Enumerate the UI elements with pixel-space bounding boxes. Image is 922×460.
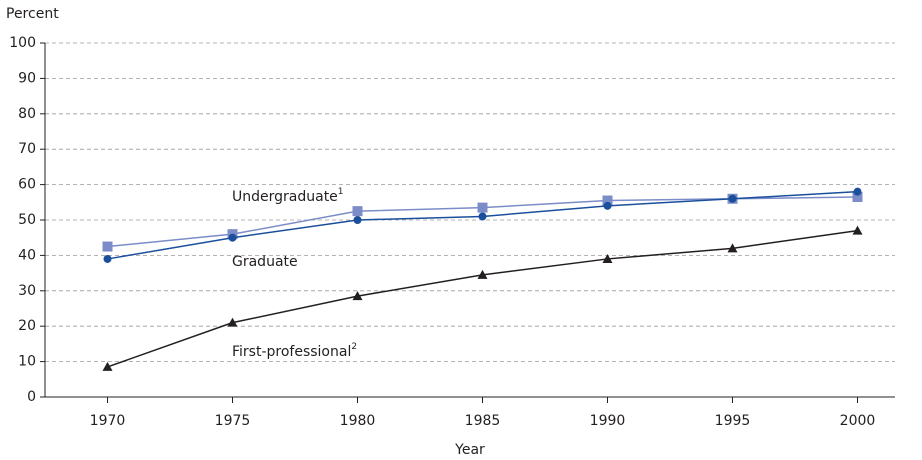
series-name: Undergraduate [232, 189, 338, 205]
y-tick-label: 0 [27, 389, 36, 405]
x-tick-label: 1995 [715, 413, 751, 429]
y-tick-label: 60 [18, 177, 36, 193]
series-label: Undergraduate1 [232, 187, 344, 206]
marker [103, 254, 112, 263]
x-tick-label: 2000 [840, 413, 876, 429]
series-line [107, 229, 858, 368]
y-tick-label: 30 [18, 283, 36, 299]
series-name: Graduate [232, 254, 298, 270]
series-label: First-professional2 [232, 342, 357, 361]
footnote: 2 [351, 342, 357, 352]
y-tick-label: 40 [18, 247, 36, 263]
y-tick-label: 20 [18, 318, 36, 334]
series-line [107, 190, 858, 260]
marker [228, 233, 237, 242]
series-label: Graduate [232, 254, 298, 270]
footnote: 1 [338, 187, 344, 197]
marker [853, 187, 862, 196]
y-axis-label: Percent [6, 6, 59, 22]
y-tick-label: 100 [9, 35, 36, 51]
x-tick-label: 1970 [90, 413, 126, 429]
y-tick-label: 90 [18, 70, 36, 86]
x-tick-label: 1975 [215, 413, 251, 429]
x-tick-label: 1985 [465, 413, 501, 429]
marker [728, 194, 737, 203]
marker [852, 225, 863, 235]
marker [602, 253, 613, 263]
y-tick-label: 50 [18, 212, 36, 228]
marker [478, 212, 487, 221]
marker [477, 202, 488, 213]
marker [603, 201, 612, 210]
marker [353, 216, 362, 224]
x-axis-label: Year [454, 442, 485, 458]
y-tick-label: 70 [18, 141, 36, 157]
marker [477, 269, 488, 279]
x-tick-label: 1990 [590, 413, 626, 429]
marker [102, 241, 113, 252]
marker [227, 317, 238, 327]
marker [352, 206, 363, 217]
y-tick-label: 80 [18, 106, 36, 122]
marker [602, 195, 613, 206]
y-tick-label: 10 [18, 354, 36, 370]
marker [352, 291, 363, 301]
marker [102, 361, 113, 371]
series-name: First-professional [232, 344, 351, 360]
marker [727, 243, 738, 253]
marker [852, 191, 863, 202]
x-tick-label: 1980 [340, 413, 376, 429]
